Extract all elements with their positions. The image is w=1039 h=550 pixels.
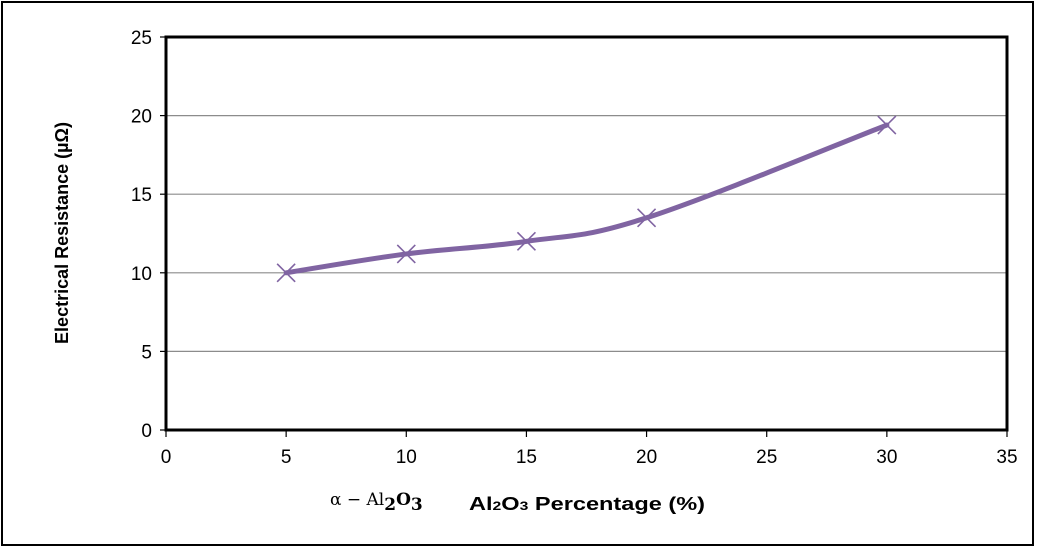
y-tick-label: 25 (131, 28, 152, 49)
x-axis-formula-label: α − Al2O3 (330, 490, 423, 515)
x-tick-label: 25 (756, 447, 777, 468)
y-axis-ticks: 0 5 10 15 20 25 (131, 28, 166, 442)
x-tick-label: 30 (876, 447, 897, 468)
x-tick-label: 20 (636, 447, 657, 468)
x-tick-label: 5 (281, 447, 292, 468)
y-tick-label: 20 (131, 107, 152, 128)
data-point-marker (877, 115, 897, 135)
data-point-marker (637, 208, 657, 228)
x-tick-label: 0 (161, 447, 172, 468)
y-tick-label: 5 (141, 342, 152, 363)
series (276, 115, 897, 283)
gridlines (166, 114, 1007, 352)
y-tick-label: 15 (131, 185, 152, 206)
x-axis-ticks: 0 5 10 15 20 25 30 35 (161, 430, 1018, 468)
data-point-marker (276, 263, 296, 283)
x-tick-label: 35 (996, 447, 1017, 468)
data-point-marker (516, 231, 536, 251)
y-axis-label: Electrical Resistance (µΩ) (52, 122, 72, 344)
x-tick-label: 10 (396, 447, 417, 468)
series-line (283, 122, 890, 276)
x-tick-label: 15 (516, 447, 537, 468)
plot-area-border (164, 35, 1009, 432)
y-tick-label: 0 (141, 421, 152, 442)
data-point-marker (396, 244, 416, 264)
y-tick-label: 10 (131, 264, 152, 285)
x-axis-label: Al 2 O 3 Percentage (%) (469, 494, 705, 514)
